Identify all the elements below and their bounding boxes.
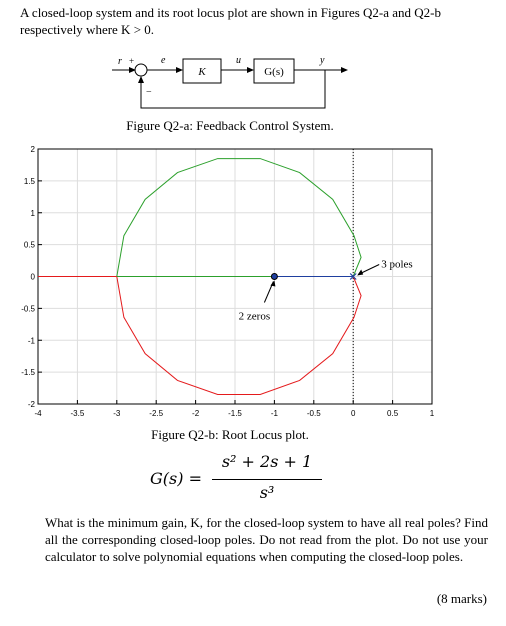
g-block: [253, 58, 295, 84]
feedback-path: [138, 70, 326, 109]
zero-marker: [270, 273, 278, 280]
denominator: s³: [259, 483, 275, 502]
caption: Figure Q2-a: Feedback Control System.: [126, 118, 334, 133]
fraction-bar: [212, 479, 322, 480]
signal-label: e: [161, 55, 166, 66]
sum-junction: [134, 63, 148, 77]
locus-branch: [116, 158, 362, 277]
x-tick-label: -2.5: [149, 409, 163, 418]
x-tick-label: -1: [271, 409, 279, 418]
y-tick-label: -2: [28, 400, 36, 409]
sign-label: −: [146, 87, 152, 98]
y-tick-label: -0.5: [21, 304, 35, 313]
block-label: G(s): [264, 66, 284, 78]
signal-label: u: [236, 55, 241, 66]
x-tick-label: -3.5: [71, 409, 85, 418]
signal-label: r: [118, 56, 122, 67]
x-tick-label: -4: [34, 409, 42, 418]
y-tick-label: 1: [31, 209, 36, 218]
zero-label: 2 zeros: [239, 311, 270, 323]
y-tick-label: 0: [31, 273, 36, 282]
sign-label: +: [129, 56, 134, 66]
x-tick-label: 0: [351, 409, 356, 418]
marks: (8 marks): [436, 591, 487, 606]
y-tick-label: 2: [31, 145, 36, 154]
k-block: [182, 58, 222, 84]
arrow-head: [357, 269, 364, 276]
pole-marker: [349, 273, 357, 280]
y-tick-label: 0.5: [24, 241, 36, 250]
y-tick-label: -1: [28, 336, 36, 345]
locus-branch: [116, 276, 362, 395]
equation-lhs: G(s) =: [150, 469, 202, 488]
x-tick-label: -3: [113, 409, 121, 418]
x-tick-label: -2: [192, 409, 200, 418]
caption: Figure Q2-b: Root Locus plot.: [151, 427, 309, 442]
y-tick-label: 1.5: [24, 177, 36, 186]
intro: A closed-loop system and its root locus …: [20, 5, 441, 37]
x-tick-label: 0.5: [387, 409, 399, 418]
signal-label: y: [319, 55, 325, 66]
root-locus-plot: -4 -3.5 -3 -2.5 -2 -1.5 -1 -0.5 0 0.5 1 -2 -1.5 -1 -0.…: [21, 145, 435, 418]
x-tick-label: -1.5: [228, 409, 242, 418]
numerator: s² + 2s + 1: [221, 452, 313, 471]
arrow-head: [270, 280, 276, 287]
question: What is the minimum gain, K, for the clo…: [45, 515, 488, 564]
pole-label: 3 poles: [381, 259, 412, 271]
y-tick-label: -1.5: [21, 368, 35, 377]
equation: G(s) = s² + 2s + 1 s³: [150, 452, 350, 508]
block-diagram: r + e K u G(s) y −: [112, 55, 348, 109]
block-label: K: [197, 66, 206, 78]
x-tick-label: -0.5: [307, 409, 321, 418]
x-tick-label: 1: [430, 409, 435, 418]
